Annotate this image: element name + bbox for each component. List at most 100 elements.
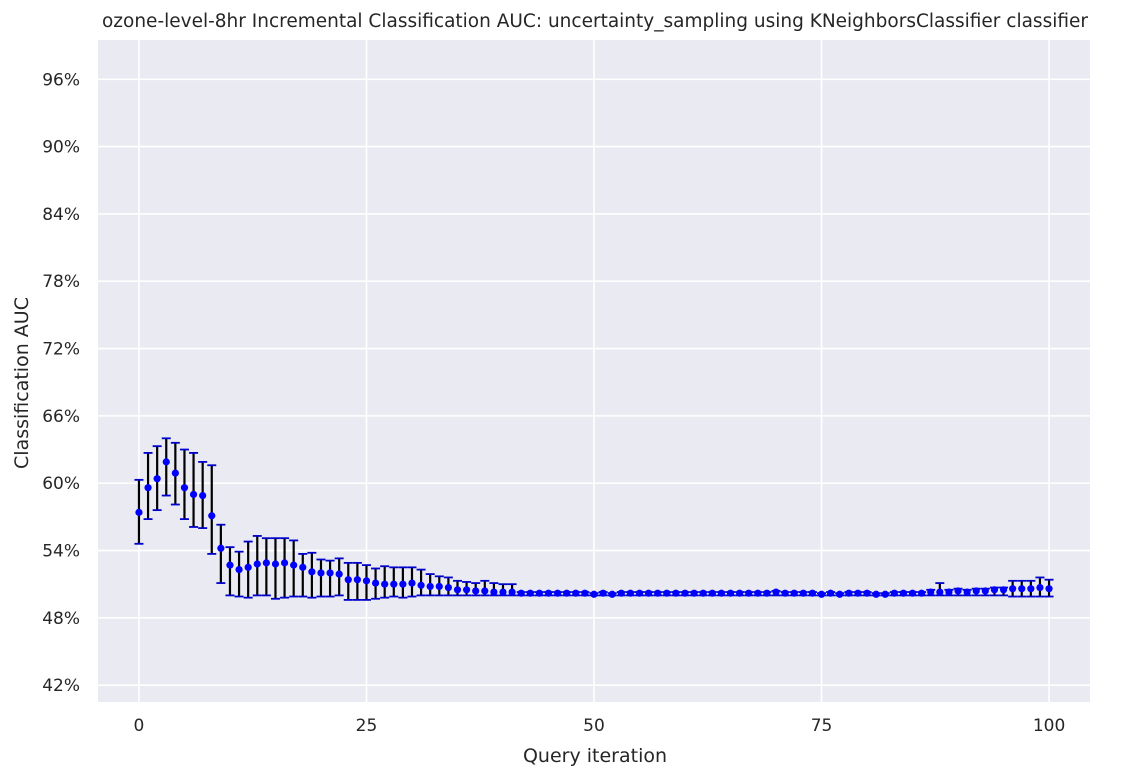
data-points	[135, 458, 1053, 598]
data-point	[617, 589, 625, 597]
data-point	[563, 589, 571, 597]
y-tick-label: 96%	[42, 70, 80, 90]
data-point	[208, 512, 216, 520]
data-point	[854, 589, 862, 597]
data-point	[1027, 585, 1035, 593]
data-point	[708, 589, 716, 597]
data-point	[872, 590, 880, 598]
data-point	[362, 577, 371, 585]
chart-title: ozone-level-8hr Incremental Classificati…	[102, 11, 1088, 32]
y-tick-label: 60%	[42, 474, 80, 494]
data-point	[699, 589, 707, 597]
data-point	[827, 589, 835, 597]
data-point	[435, 582, 443, 591]
data-point	[308, 568, 316, 576]
data-point	[335, 570, 343, 578]
data-point	[390, 580, 398, 588]
data-point	[817, 590, 826, 598]
error-bar	[280, 537, 290, 599]
data-point	[863, 589, 871, 597]
x-tick-label: 0	[134, 716, 145, 736]
data-point	[890, 589, 898, 597]
data-point	[144, 484, 152, 492]
data-point	[162, 458, 170, 466]
data-point	[772, 588, 780, 596]
data-point	[726, 589, 735, 597]
y-tick-label: 66%	[42, 407, 80, 427]
data-point	[462, 586, 471, 594]
data-point	[344, 576, 352, 584]
data-point	[271, 560, 280, 568]
x-axis-ticks: 0 25 50 75 100	[134, 716, 1066, 736]
data-point	[1009, 585, 1017, 593]
data-point	[381, 580, 389, 588]
data-point	[763, 589, 771, 597]
data-point	[781, 589, 789, 597]
data-point	[645, 589, 653, 597]
data-point	[745, 589, 753, 597]
data-point	[581, 589, 589, 597]
error-bar	[298, 552, 308, 598]
y-axis-ticks: 42% 48% 54% 60% 66% 72% 78% 84% 90% 96%	[42, 70, 80, 696]
data-point	[508, 588, 516, 596]
error-bar	[270, 537, 280, 600]
data-point	[426, 582, 434, 591]
data-point	[936, 588, 944, 596]
data-point	[1018, 585, 1026, 593]
y-tick-label: 90%	[42, 138, 80, 158]
data-point	[599, 589, 607, 597]
error-bar	[325, 559, 335, 598]
data-point	[981, 587, 989, 595]
data-point	[517, 589, 525, 597]
data-point	[626, 589, 635, 597]
data-point	[171, 469, 179, 477]
data-point	[635, 589, 644, 597]
error-bar	[225, 546, 235, 597]
data-point	[799, 589, 807, 597]
error-bar	[207, 464, 217, 555]
data-point	[990, 586, 999, 594]
y-axis-label: Classification AUC	[11, 297, 33, 469]
data-point	[317, 569, 325, 577]
data-point	[1045, 585, 1053, 593]
x-tick-label: 100	[1033, 716, 1065, 736]
data-point	[690, 589, 698, 597]
data-point	[499, 588, 507, 596]
y-tick-label: 54%	[42, 542, 80, 562]
data-point	[999, 586, 1008, 594]
data-point	[590, 590, 598, 598]
data-point	[808, 589, 817, 597]
y-tick-label: 78%	[42, 272, 80, 292]
data-point	[472, 587, 480, 595]
data-point	[326, 569, 334, 577]
data-point	[572, 589, 580, 597]
data-point	[663, 589, 671, 597]
data-point	[280, 559, 289, 567]
data-point	[189, 490, 198, 499]
data-point	[153, 475, 161, 483]
data-point	[845, 589, 853, 597]
data-point	[553, 589, 562, 597]
data-point	[736, 589, 744, 597]
data-point	[353, 576, 361, 584]
data-point	[199, 491, 207, 500]
data-point	[299, 563, 307, 571]
data-point	[945, 588, 953, 596]
data-point	[954, 587, 962, 595]
data-point	[180, 484, 189, 492]
error-bar	[189, 452, 199, 528]
data-point	[754, 589, 762, 597]
data-point	[235, 566, 243, 574]
data-point	[226, 561, 234, 569]
data-point	[262, 559, 270, 567]
data-point	[290, 561, 298, 569]
data-point	[899, 589, 908, 597]
data-point	[918, 589, 926, 597]
data-point	[526, 589, 534, 597]
data-point	[135, 508, 143, 516]
data-point	[908, 589, 917, 597]
data-point	[408, 579, 416, 587]
x-axis-label: Query iteration	[523, 745, 667, 767]
data-point	[881, 590, 889, 598]
